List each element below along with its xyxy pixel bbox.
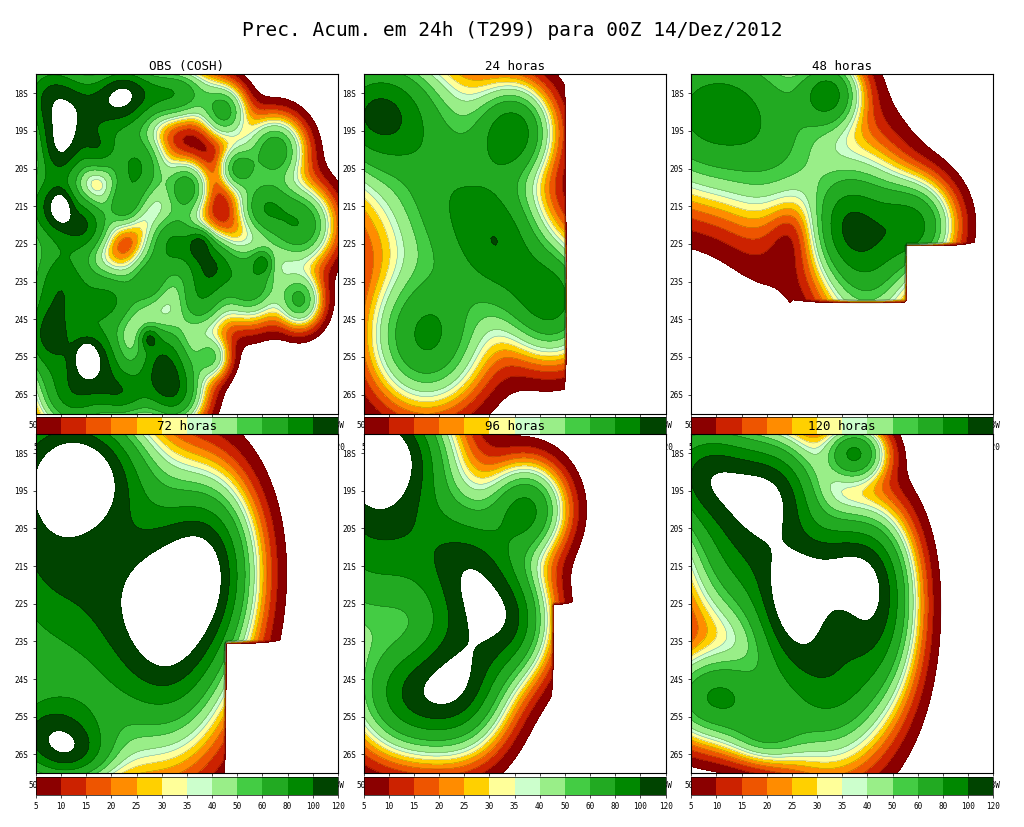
Title: 48 horas: 48 horas [812, 60, 872, 74]
Title: OBS (COSH): OBS (COSH) [150, 60, 224, 74]
Title: 72 horas: 72 horas [157, 420, 217, 433]
Title: 24 horas: 24 horas [484, 60, 545, 74]
Text: Prec. Acum. em 24h (T299) para 00Z 14/Dez/2012: Prec. Acum. em 24h (T299) para 00Z 14/De… [242, 21, 782, 40]
Title: 96 horas: 96 horas [484, 420, 545, 433]
Title: 120 horas: 120 horas [809, 420, 876, 433]
